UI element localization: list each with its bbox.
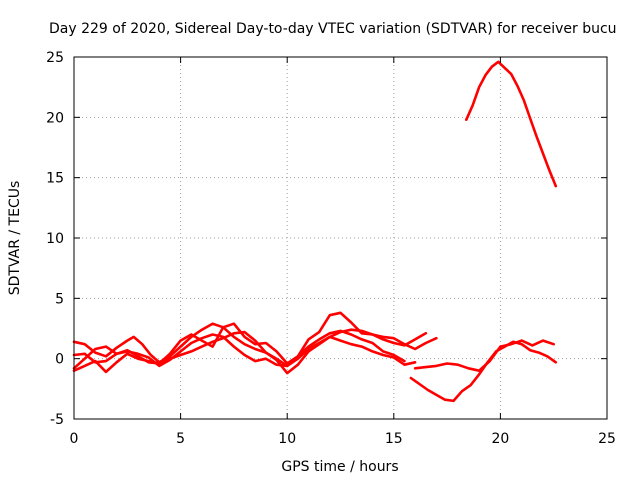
x-axis-label: GPS time / hours <box>281 459 398 475</box>
y-tick-label: 5 <box>55 291 64 307</box>
series-track-c <box>72 311 438 374</box>
x-tick-label: 15 <box>385 431 403 447</box>
y-tick-label: 20 <box>46 110 64 126</box>
series-track-g <box>465 60 558 188</box>
chart-title: Day 229 of 2020, Sidereal Day-to-day VTE… <box>49 21 617 37</box>
series-track-f <box>409 340 558 403</box>
series-track-d <box>72 329 406 368</box>
y-axis-label: SDTVAR / TECUs <box>7 181 23 296</box>
y-tick-label: 0 <box>55 352 64 368</box>
y-tick-label: 10 <box>46 231 64 247</box>
x-tick-label: 25 <box>598 431 616 447</box>
x-tick-label: 5 <box>176 431 185 447</box>
series-layer <box>72 60 558 403</box>
x-tick-label: 0 <box>70 431 79 447</box>
grid-layer <box>74 57 607 419</box>
y-tick-label: 15 <box>46 171 64 187</box>
tick-layer: 0 5 10 15 20 25 -5 0 5 10 15 20 25 <box>46 50 616 447</box>
series-track-a <box>72 322 428 368</box>
x-tick-label: 20 <box>491 431 509 447</box>
y-tick-label: 25 <box>46 50 64 66</box>
y-tick-label: -5 <box>50 412 64 428</box>
x-tick-label: 10 <box>278 431 296 447</box>
